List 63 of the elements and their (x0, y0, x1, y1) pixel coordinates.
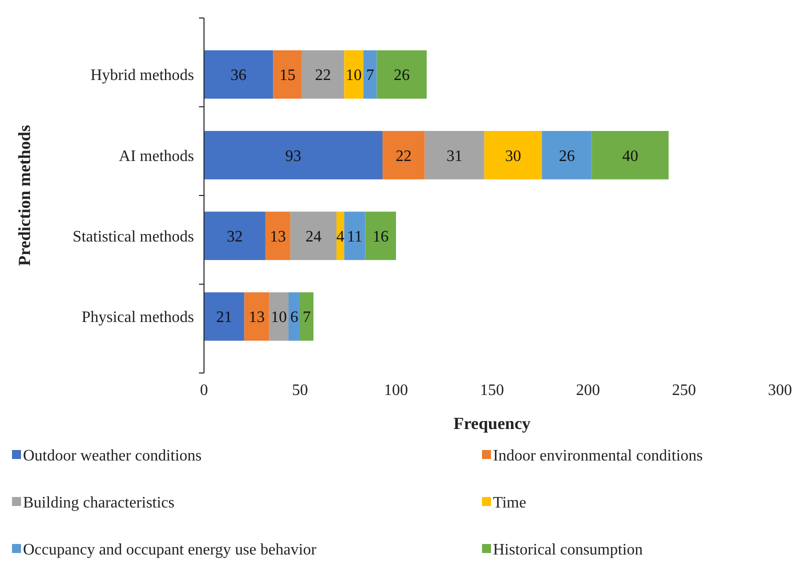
data-label: 22 (315, 67, 332, 84)
data-label: 40 (622, 148, 638, 165)
bar (365, 212, 396, 260)
bar (204, 50, 274, 99)
x-tick-label: 250 (672, 382, 696, 399)
y-tick-label: Hybrid methods (90, 67, 194, 84)
data-label: 30 (505, 148, 522, 165)
data-label: 7 (366, 67, 374, 84)
legend-label: Historical consumption (493, 542, 643, 559)
data-label: 93 (285, 148, 302, 165)
data-label: 26 (394, 67, 410, 84)
y-axis-title: Prediction methods (15, 124, 34, 266)
bar (592, 130, 669, 180)
data-label: 22 (396, 148, 412, 165)
data-label: 13 (248, 309, 265, 326)
bar (424, 130, 484, 180)
data-label: 6 (290, 309, 298, 326)
data-label: 10 (270, 309, 287, 326)
x-axis-title: Frequency (453, 414, 532, 433)
data-label: 21 (216, 309, 232, 326)
data-label: 31 (446, 148, 463, 165)
bar (273, 50, 302, 99)
legend-label: Outdoor weather conditions (23, 448, 202, 465)
data-label: 13 (270, 228, 286, 246)
bar (542, 130, 592, 180)
bar (290, 212, 336, 260)
bar (265, 212, 290, 260)
y-tick-label: Physical methods (82, 309, 194, 326)
data-label: 26 (558, 148, 575, 165)
x-tick-label: 0 (200, 382, 208, 399)
data-label: 15 (280, 67, 296, 84)
y-tick-label: AI methods (118, 148, 194, 165)
bar (288, 292, 300, 341)
x-tick-label: 200 (576, 382, 600, 399)
bar (204, 130, 383, 180)
data-label: 10 (346, 67, 362, 84)
bar (302, 50, 344, 99)
bar (244, 292, 270, 341)
bar (376, 50, 427, 99)
bar (484, 130, 542, 180)
bar (300, 292, 314, 341)
x-tick-label: 300 (768, 382, 792, 399)
x-tick-label: 150 (480, 382, 504, 399)
bar (363, 50, 377, 99)
x-tick-label: 100 (384, 382, 408, 399)
data-label: 24 (305, 228, 322, 246)
bar (204, 212, 266, 260)
legend-label: Building characteristics (23, 494, 175, 512)
bar (344, 212, 366, 260)
bar (344, 50, 364, 99)
y-tick-label: Statistical methods (72, 228, 194, 246)
x-tick-label: 50 (292, 382, 308, 399)
bar (382, 130, 425, 180)
legend-label: Occupancy and occupant energy use behavior (23, 542, 318, 559)
bar (204, 292, 244, 341)
data-label: 16 (372, 228, 389, 246)
legend-label: Time (493, 494, 526, 512)
data-label: 7 (302, 309, 311, 326)
data-label: 36 (230, 67, 247, 84)
legend-label: Indoor environmental conditions (493, 448, 703, 465)
bar (269, 292, 288, 341)
data-label: 32 (226, 228, 243, 246)
data-label: 11 (347, 228, 362, 246)
